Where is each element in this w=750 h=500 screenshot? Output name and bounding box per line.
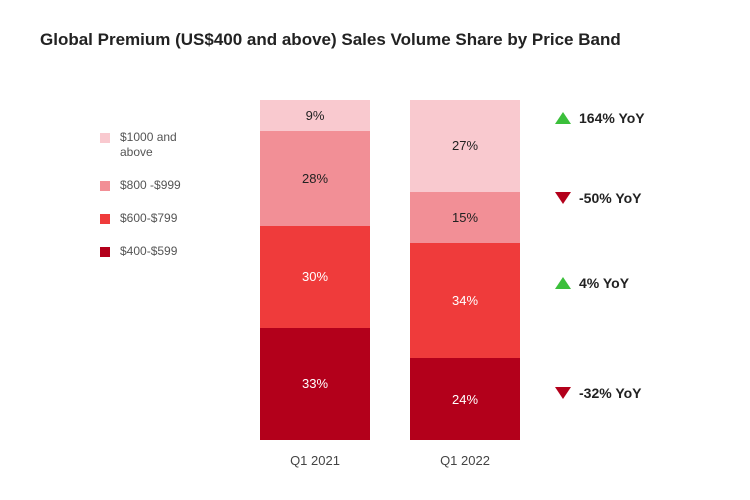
legend-swatch <box>100 247 110 257</box>
legend-item: $800 -$999 <box>100 178 210 193</box>
triangle-down-icon <box>555 387 571 399</box>
chart-title: Global Premium (US$400 and above) Sales … <box>40 30 621 50</box>
bar-segment: 27% <box>410 100 520 192</box>
stacked-bar: 9%28%30%33% <box>260 100 370 440</box>
yoy-annotation: 4% YoY <box>555 275 629 291</box>
bar-segment: 30% <box>260 226 370 328</box>
yoy-annotation: 164% YoY <box>555 110 645 126</box>
yoy-label: 164% YoY <box>579 110 645 126</box>
bar-segment: 33% <box>260 328 370 440</box>
legend-label: $600-$799 <box>120 211 177 226</box>
bar-segment: 28% <box>260 131 370 226</box>
legend: $1000 and above $800 -$999 $600-$799 $400-$… <box>100 130 210 277</box>
legend-label: $800 -$999 <box>120 178 181 193</box>
legend-item: $1000 and above <box>100 130 210 160</box>
yoy-annotation: -50% YoY <box>555 190 642 206</box>
x-axis-label: Q1 2022 <box>410 453 520 468</box>
bar-segment: 24% <box>410 358 520 440</box>
legend-swatch <box>100 214 110 224</box>
legend-item: $600-$799 <box>100 211 210 226</box>
stacked-bar: 27%15%34%24% <box>410 100 520 440</box>
yoy-label: 4% YoY <box>579 275 629 291</box>
bar-segment: 34% <box>410 243 520 359</box>
x-axis-label: Q1 2021 <box>260 453 370 468</box>
yoy-label: -32% YoY <box>579 385 642 401</box>
legend-item: $400-$599 <box>100 244 210 259</box>
chart-page: Global Premium (US$400 and above) Sales … <box>0 0 750 500</box>
bar-segment: 9% <box>260 100 370 131</box>
legend-label: $1000 and above <box>120 130 210 160</box>
yoy-annotation: -32% YoY <box>555 385 642 401</box>
triangle-up-icon <box>555 112 571 124</box>
legend-swatch <box>100 181 110 191</box>
legend-label: $400-$599 <box>120 244 177 259</box>
bar-segment: 15% <box>410 192 520 243</box>
yoy-label: -50% YoY <box>579 190 642 206</box>
triangle-up-icon <box>555 277 571 289</box>
legend-swatch <box>100 133 110 143</box>
triangle-down-icon <box>555 192 571 204</box>
